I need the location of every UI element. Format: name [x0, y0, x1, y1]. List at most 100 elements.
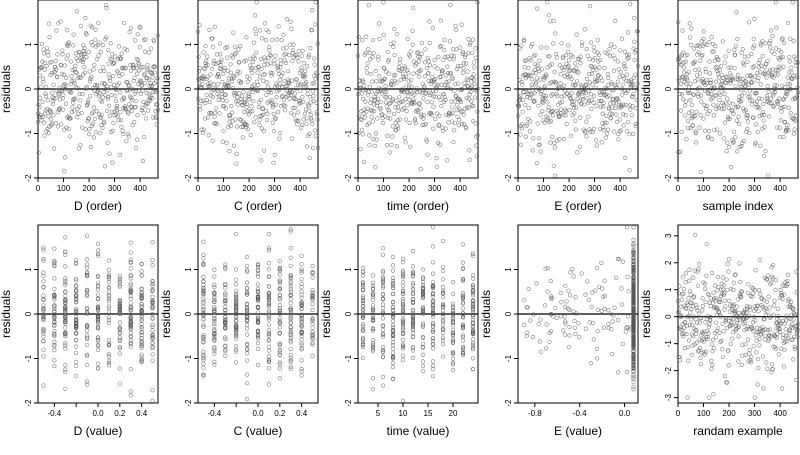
- data-point: [106, 351, 112, 357]
- data-point: [761, 101, 766, 107]
- data-point: [407, 84, 412, 89]
- data-point: [631, 242, 636, 247]
- data-point: [201, 261, 206, 266]
- data-point: [259, 126, 265, 131]
- data-point: [276, 24, 281, 29]
- data-point: [394, 98, 399, 103]
- data-point: [92, 116, 97, 121]
- x-tick-label: 200: [402, 184, 416, 193]
- data-point: [390, 291, 396, 297]
- data-point: [542, 120, 547, 125]
- data-point: [470, 331, 476, 336]
- data-point: [310, 295, 315, 300]
- data-point: [240, 135, 245, 140]
- data-point: [585, 53, 590, 58]
- data-point: [549, 296, 554, 302]
- data-point: [365, 92, 371, 97]
- data-point: [89, 111, 95, 116]
- data-point: [522, 322, 527, 327]
- data-point: [266, 359, 272, 364]
- data-point: [277, 136, 282, 141]
- data-point: [78, 143, 83, 148]
- data-point: [234, 325, 239, 330]
- data-point: [223, 321, 228, 326]
- data-point: [690, 123, 695, 128]
- data-point: [733, 272, 738, 277]
- data-point: [422, 84, 427, 89]
- data-point: [379, 79, 384, 84]
- data-point: [109, 84, 114, 90]
- data-point: [450, 305, 456, 311]
- data-point: [460, 325, 466, 330]
- data-point: [244, 326, 250, 331]
- data-point: [370, 273, 376, 278]
- points: [675, 0, 800, 178]
- data-point: [212, 267, 217, 272]
- data-point: [412, 101, 417, 106]
- data-point: [370, 283, 376, 288]
- data-point: [102, 164, 108, 169]
- data-point: [548, 140, 553, 145]
- data-point: [277, 293, 282, 298]
- data-point: [139, 287, 144, 292]
- data-point: [148, 46, 154, 51]
- data-point: [124, 139, 129, 144]
- data-point: [696, 50, 701, 55]
- data-point: [703, 299, 708, 305]
- data-point: [257, 122, 262, 128]
- data-point: [241, 89, 246, 95]
- data-point: [265, 111, 270, 116]
- data-point: [410, 264, 416, 269]
- data-point: [720, 347, 725, 352]
- data-point: [300, 122, 305, 127]
- data-point: [414, 61, 419, 66]
- data-point: [711, 102, 716, 107]
- data-point: [563, 319, 568, 324]
- data-point: [726, 48, 731, 53]
- data-point: [544, 45, 549, 50]
- data-point: [218, 63, 223, 68]
- data-point: [288, 314, 293, 319]
- data-point: [632, 50, 638, 55]
- data-point: [136, 62, 141, 67]
- data-point: [543, 72, 548, 77]
- data-point: [548, 278, 553, 284]
- data-point: [574, 311, 579, 316]
- data-point: [310, 335, 315, 341]
- y-axis-label: residuals: [159, 290, 173, 338]
- data-point: [420, 352, 426, 357]
- data-point: [709, 271, 715, 276]
- data-point: [566, 43, 571, 48]
- data-point: [450, 309, 456, 314]
- data-point: [431, 104, 436, 109]
- data-point: [728, 80, 733, 86]
- data-point: [306, 103, 311, 108]
- data-point: [268, 52, 273, 57]
- data-point: [92, 88, 97, 93]
- data-point: [741, 138, 746, 144]
- data-point: [62, 63, 67, 68]
- data-point: [106, 338, 112, 343]
- data-point: [549, 312, 554, 317]
- data-point: [566, 63, 571, 68]
- data-point: [41, 339, 46, 344]
- data-point: [232, 44, 237, 49]
- data-point: [420, 292, 426, 298]
- data-point: [300, 95, 305, 100]
- data-point: [522, 298, 527, 303]
- data-point: [633, 72, 638, 77]
- data-point: [370, 306, 376, 311]
- y-tick-label: 1: [504, 267, 513, 272]
- data-point: [259, 66, 264, 72]
- data-point: [430, 309, 436, 315]
- data-point: [212, 318, 217, 324]
- data-point: [782, 321, 788, 326]
- data-point: [439, 43, 444, 49]
- data-point: [461, 66, 466, 71]
- data-point: [450, 311, 456, 317]
- data-point: [93, 27, 98, 32]
- data-point: [51, 96, 56, 101]
- data-point: [208, 80, 213, 85]
- data-point: [122, 104, 128, 109]
- y-tick-label: 1: [24, 42, 33, 47]
